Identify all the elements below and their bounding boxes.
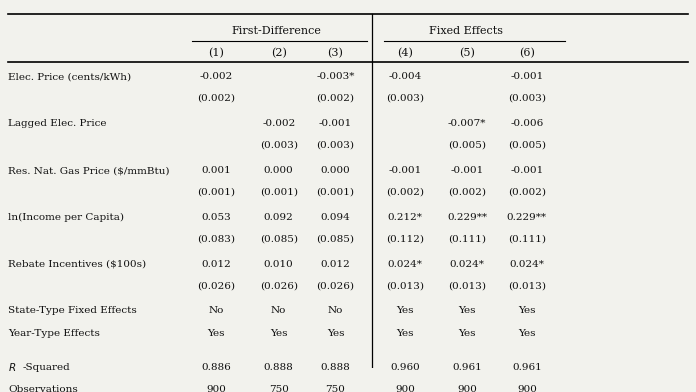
Text: 0.053: 0.053: [201, 213, 231, 222]
Text: -0.006: -0.006: [510, 119, 544, 128]
Text: 0.888: 0.888: [321, 363, 350, 372]
Text: Fixed Effects: Fixed Effects: [429, 26, 503, 36]
Text: 0.024*: 0.024*: [450, 260, 484, 269]
Text: (0.085): (0.085): [317, 234, 354, 243]
Text: 0.000: 0.000: [264, 166, 294, 175]
Text: 750: 750: [326, 385, 345, 392]
Text: (0.111): (0.111): [508, 234, 546, 243]
Text: (0.002): (0.002): [317, 93, 354, 102]
Text: No: No: [209, 306, 224, 315]
Text: Yes: Yes: [396, 306, 413, 315]
Text: No: No: [271, 306, 286, 315]
Text: 0.000: 0.000: [321, 166, 350, 175]
Text: -0.003*: -0.003*: [317, 72, 355, 81]
Text: (0.003): (0.003): [260, 140, 298, 149]
Text: -0.001: -0.001: [450, 166, 484, 175]
Text: -Squared: -Squared: [23, 363, 70, 372]
Text: $R$: $R$: [8, 361, 17, 373]
Text: 900: 900: [517, 385, 537, 392]
Text: (0.003): (0.003): [317, 140, 354, 149]
Text: (0.013): (0.013): [448, 281, 487, 290]
Text: (0.001): (0.001): [317, 187, 354, 196]
Text: (0.026): (0.026): [260, 281, 298, 290]
Text: -0.001: -0.001: [319, 119, 352, 128]
Text: (0.002): (0.002): [386, 187, 424, 196]
Text: (0.026): (0.026): [317, 281, 354, 290]
Text: 900: 900: [206, 385, 226, 392]
Text: Yes: Yes: [270, 329, 287, 338]
Text: State-Type Fixed Effects: State-Type Fixed Effects: [8, 306, 137, 315]
Text: Yes: Yes: [459, 306, 476, 315]
Text: (0.005): (0.005): [448, 140, 487, 149]
Text: Yes: Yes: [518, 306, 536, 315]
Text: ln(Income per Capita): ln(Income per Capita): [8, 213, 125, 222]
Text: Yes: Yes: [459, 329, 476, 338]
Text: (0.111): (0.111): [448, 234, 487, 243]
Text: 0.012: 0.012: [321, 260, 350, 269]
Text: First-Difference: First-Difference: [231, 26, 321, 36]
Text: (4): (4): [397, 48, 413, 59]
Text: (0.002): (0.002): [448, 187, 487, 196]
Text: 0.888: 0.888: [264, 363, 294, 372]
Text: Year-Type Effects: Year-Type Effects: [8, 329, 100, 338]
Text: (0.013): (0.013): [386, 281, 424, 290]
Text: 0.012: 0.012: [201, 260, 231, 269]
Text: Lagged Elec. Price: Lagged Elec. Price: [8, 119, 106, 128]
Text: 0.010: 0.010: [264, 260, 294, 269]
Text: (0.085): (0.085): [260, 234, 298, 243]
Text: -0.007*: -0.007*: [448, 119, 487, 128]
Text: Yes: Yes: [327, 329, 345, 338]
Text: (6): (6): [519, 48, 535, 59]
Text: Res. Nat. Gas Price ($/mmBtu): Res. Nat. Gas Price ($/mmBtu): [8, 166, 170, 175]
Text: (0.001): (0.001): [197, 187, 235, 196]
Text: -0.002: -0.002: [262, 119, 295, 128]
Text: (0.003): (0.003): [386, 93, 424, 102]
Text: Yes: Yes: [518, 329, 536, 338]
Text: 900: 900: [395, 385, 415, 392]
Text: (1): (1): [208, 48, 224, 59]
Text: 0.094: 0.094: [321, 213, 350, 222]
Text: 0.001: 0.001: [201, 166, 231, 175]
Text: 0.024*: 0.024*: [388, 260, 422, 269]
Text: 0.229**: 0.229**: [448, 213, 487, 222]
Text: (0.003): (0.003): [508, 93, 546, 102]
Text: 0.024*: 0.024*: [509, 260, 544, 269]
Text: 0.961: 0.961: [452, 363, 482, 372]
Text: (0.112): (0.112): [386, 234, 424, 243]
Text: 0.961: 0.961: [512, 363, 541, 372]
Text: No: No: [328, 306, 343, 315]
Text: 0.212*: 0.212*: [388, 213, 422, 222]
Text: (0.002): (0.002): [508, 187, 546, 196]
Text: (3): (3): [328, 48, 343, 59]
Text: (0.083): (0.083): [197, 234, 235, 243]
Text: Yes: Yes: [207, 329, 225, 338]
Text: 0.229**: 0.229**: [507, 213, 547, 222]
Text: (5): (5): [459, 48, 475, 59]
Text: (0.013): (0.013): [508, 281, 546, 290]
Text: Yes: Yes: [396, 329, 413, 338]
Text: -0.001: -0.001: [510, 72, 544, 81]
Text: -0.001: -0.001: [388, 166, 422, 175]
Text: Rebate Incentives ($100s): Rebate Incentives ($100s): [8, 260, 146, 269]
Text: 900: 900: [457, 385, 477, 392]
Text: 0.092: 0.092: [264, 213, 294, 222]
Text: 0.886: 0.886: [201, 363, 231, 372]
Text: Elec. Price (cents/kWh): Elec. Price (cents/kWh): [8, 72, 132, 81]
Text: (0.026): (0.026): [197, 281, 235, 290]
Text: (2): (2): [271, 48, 287, 59]
Text: 750: 750: [269, 385, 289, 392]
Text: Observations: Observations: [8, 385, 78, 392]
Text: (0.002): (0.002): [197, 93, 235, 102]
Text: (0.005): (0.005): [508, 140, 546, 149]
Text: (0.001): (0.001): [260, 187, 298, 196]
Text: -0.002: -0.002: [200, 72, 233, 81]
Text: -0.004: -0.004: [388, 72, 422, 81]
Text: 0.960: 0.960: [390, 363, 420, 372]
Text: -0.001: -0.001: [510, 166, 544, 175]
